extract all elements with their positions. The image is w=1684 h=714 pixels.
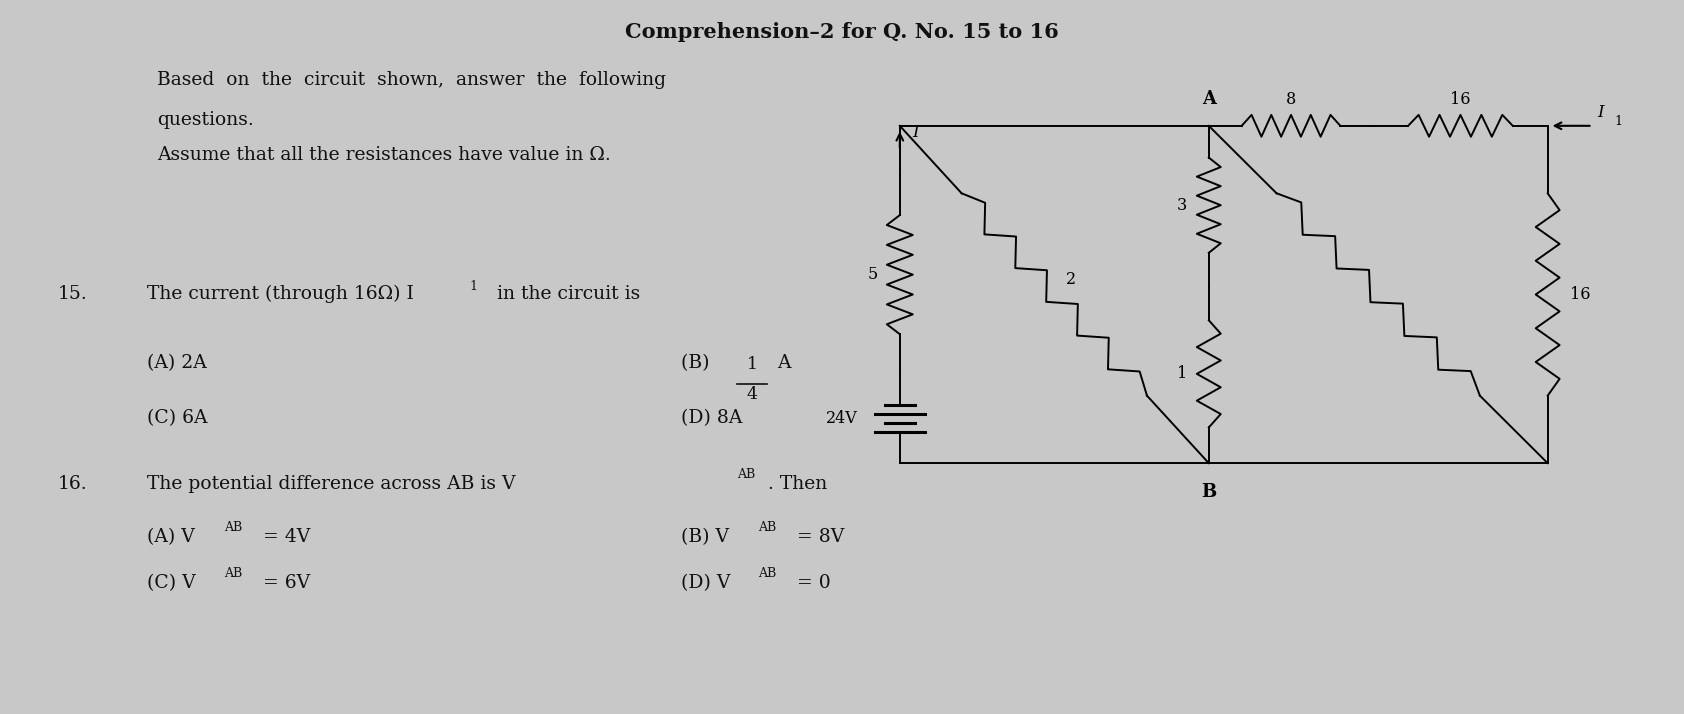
- Text: 8: 8: [1287, 91, 1297, 108]
- Text: A: A: [778, 354, 791, 372]
- Text: 16: 16: [1450, 91, 1470, 108]
- Text: (D) 8A: (D) 8A: [680, 408, 743, 426]
- Text: 15.: 15.: [57, 285, 88, 303]
- Text: = 0: = 0: [791, 574, 830, 593]
- Text: (C) V: (C) V: [147, 574, 195, 593]
- Text: The potential difference across AB is V: The potential difference across AB is V: [147, 475, 515, 493]
- Text: 1: 1: [1177, 366, 1187, 383]
- Text: 24V: 24V: [827, 410, 857, 427]
- Text: (C) 6A: (C) 6A: [147, 408, 207, 426]
- Text: = 4V: = 4V: [258, 528, 310, 545]
- Text: Comprehension–2 for Q. No. 15 to 16: Comprehension–2 for Q. No. 15 to 16: [625, 21, 1059, 41]
- Text: (D) V: (D) V: [680, 574, 729, 593]
- Text: 3: 3: [1177, 196, 1187, 213]
- Text: Based  on  the  circuit  shown,  answer  the  following: Based on the circuit shown, answer the f…: [157, 71, 667, 89]
- Text: . Then: . Then: [768, 475, 827, 493]
- Text: 5: 5: [867, 266, 877, 283]
- Text: 1: 1: [1615, 115, 1622, 128]
- Text: AB: AB: [758, 521, 776, 534]
- Text: I: I: [1598, 104, 1605, 121]
- Text: I: I: [911, 124, 918, 141]
- Text: (B) V: (B) V: [680, 528, 729, 545]
- Text: Assume that all the resistances have value in Ω.: Assume that all the resistances have val…: [157, 146, 611, 164]
- Text: 16: 16: [1569, 286, 1590, 303]
- Text: AB: AB: [224, 568, 242, 580]
- Text: A: A: [1202, 90, 1216, 108]
- Text: AB: AB: [224, 521, 242, 534]
- Text: B: B: [1201, 483, 1216, 501]
- Text: (A) 2A: (A) 2A: [147, 354, 207, 372]
- Text: (A) V: (A) V: [147, 528, 195, 545]
- Text: 2: 2: [1066, 271, 1076, 288]
- Text: 1: 1: [470, 280, 477, 293]
- Text: in the circuit is: in the circuit is: [485, 285, 640, 303]
- Text: 16.: 16.: [57, 475, 88, 493]
- Text: The current (through 16Ω) I: The current (through 16Ω) I: [147, 285, 414, 303]
- Text: 1: 1: [746, 356, 758, 373]
- Text: = 6V: = 6V: [258, 574, 310, 593]
- Text: AB: AB: [758, 568, 776, 580]
- Text: questions.: questions.: [157, 111, 254, 129]
- Text: AB: AB: [738, 468, 756, 481]
- Text: 4: 4: [746, 386, 758, 403]
- Text: = 8V: = 8V: [791, 528, 844, 545]
- Text: (B): (B): [680, 354, 716, 372]
